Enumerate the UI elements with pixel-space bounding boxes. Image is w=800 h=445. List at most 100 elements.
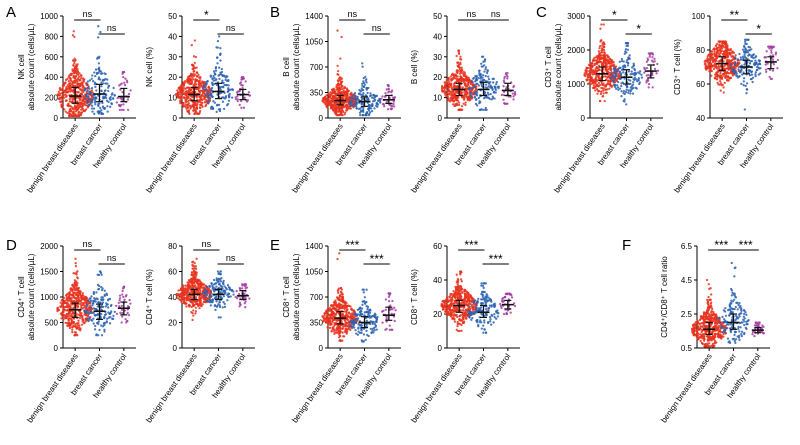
data-point xyxy=(385,88,388,91)
data-point xyxy=(76,288,79,291)
data-point xyxy=(81,84,85,87)
data-point xyxy=(219,46,222,50)
data-point xyxy=(744,40,747,43)
data-point xyxy=(603,45,606,49)
data-point xyxy=(774,53,777,56)
data-point xyxy=(76,276,79,279)
data-point xyxy=(93,112,96,116)
data-point xyxy=(238,90,241,93)
data-point xyxy=(95,89,98,92)
data-point xyxy=(178,85,182,88)
data-point xyxy=(373,107,376,110)
data-point xyxy=(719,89,722,92)
data-point xyxy=(386,108,390,111)
data-point xyxy=(77,113,80,117)
significance-label: ns xyxy=(491,9,501,19)
data-point xyxy=(741,73,744,76)
data-point xyxy=(100,296,103,299)
data-point xyxy=(514,93,517,96)
data-point xyxy=(73,60,76,63)
data-point xyxy=(193,61,196,65)
data-point xyxy=(192,67,195,71)
data-point xyxy=(327,92,330,95)
y-tick-label: 1000 xyxy=(567,80,585,89)
data-point xyxy=(629,73,632,76)
data-point xyxy=(83,309,86,312)
data-point xyxy=(82,321,86,324)
data-point xyxy=(218,35,221,38)
data-point xyxy=(103,294,107,297)
significance-label: ns xyxy=(107,253,117,263)
data-point xyxy=(198,95,201,98)
y-tick-label: 100 xyxy=(692,12,706,21)
data-point xyxy=(195,104,199,107)
data-point xyxy=(636,80,639,83)
data-point xyxy=(74,257,77,260)
y-axis-label: absolute count (cells/µL) xyxy=(27,253,36,340)
data-point xyxy=(770,45,773,48)
data-point xyxy=(490,86,493,89)
data-point xyxy=(86,89,89,93)
data-point xyxy=(72,89,75,92)
data-point xyxy=(604,75,607,78)
data-point xyxy=(345,87,349,90)
data-point xyxy=(124,77,127,80)
data-point xyxy=(74,264,78,268)
data-point xyxy=(75,78,78,82)
data-point xyxy=(84,88,87,91)
data-point xyxy=(392,100,395,103)
data-point xyxy=(203,300,206,303)
data-point xyxy=(199,98,202,102)
data-point xyxy=(75,313,78,316)
data-point xyxy=(597,64,601,67)
data-point xyxy=(632,62,635,65)
data-point xyxy=(464,103,467,107)
data-point xyxy=(210,81,214,84)
y-tick-label: 0 xyxy=(54,114,59,123)
data-point xyxy=(216,39,220,43)
data-point xyxy=(381,95,384,98)
data-point xyxy=(759,67,762,70)
data-point xyxy=(740,69,743,72)
data-point xyxy=(87,86,90,89)
data-point xyxy=(456,99,460,102)
data-point xyxy=(67,87,70,90)
data-point xyxy=(344,91,347,94)
data-point xyxy=(80,89,83,92)
data-point xyxy=(91,110,94,113)
series-0 xyxy=(321,29,359,117)
data-point xyxy=(492,81,495,84)
data-point xyxy=(456,91,459,94)
data-point xyxy=(222,96,225,99)
data-point xyxy=(90,318,93,322)
data-point xyxy=(486,91,489,94)
data-point xyxy=(328,104,332,107)
data-point xyxy=(449,83,452,87)
data-point xyxy=(368,106,372,110)
data-point xyxy=(338,76,342,79)
data-point xyxy=(590,76,593,79)
y-tick-label: 20 xyxy=(168,73,177,82)
data-point xyxy=(211,106,215,110)
data-point xyxy=(214,69,218,72)
data-point xyxy=(88,316,91,320)
data-point xyxy=(481,74,485,77)
data-point xyxy=(176,89,179,92)
data-point xyxy=(199,106,202,110)
data-point xyxy=(186,86,189,89)
data-point xyxy=(121,70,124,74)
data-point xyxy=(198,109,202,113)
data-point xyxy=(200,304,203,307)
data-point xyxy=(484,74,487,78)
data-point xyxy=(228,92,231,96)
data-point xyxy=(585,73,588,76)
data-point xyxy=(187,99,190,103)
data-point xyxy=(71,69,74,73)
data-point xyxy=(730,63,733,66)
data-point xyxy=(604,69,607,72)
data-point xyxy=(59,305,62,308)
data-point xyxy=(372,94,375,97)
data-point xyxy=(192,304,196,307)
y-axis-label: absolute count (cells/µL) xyxy=(292,23,301,110)
